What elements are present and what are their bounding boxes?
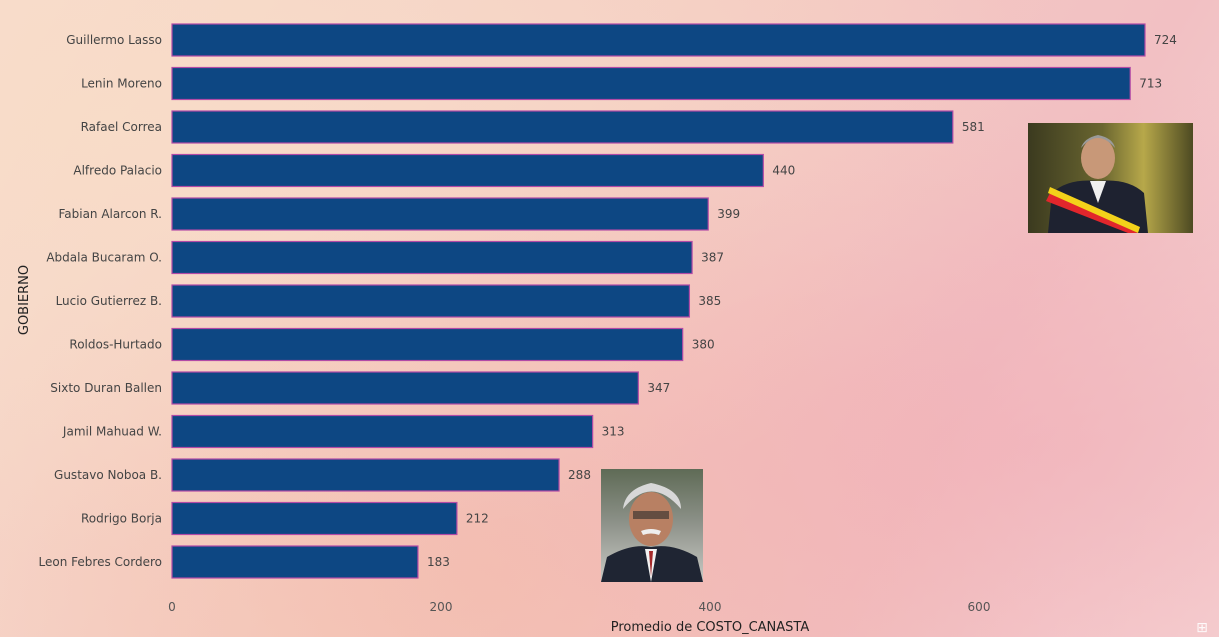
bar xyxy=(171,23,1146,57)
category-label: Guillermo Lasso xyxy=(66,33,162,47)
y-axis-title: GOBIERNO xyxy=(17,265,32,335)
category-label: Jamil Mahuad W. xyxy=(62,425,162,439)
bar xyxy=(171,414,594,449)
bar xyxy=(171,327,684,362)
data-label: 713 xyxy=(1139,77,1162,91)
category-label: Fabian Alarcon R. xyxy=(58,207,162,221)
portrait-photo-icon xyxy=(601,483,703,582)
category-label: Gustavo Noboa B. xyxy=(54,468,162,482)
x-axis-title: Promedio de COSTO_CANASTA xyxy=(611,620,810,635)
portrait-photo-bottom xyxy=(601,469,703,582)
value-labels: 724 713 581 440 399 387 385 380 347 313 288 212 183 xyxy=(427,33,1177,569)
data-label: 387 xyxy=(701,251,724,265)
data-label: 212 xyxy=(466,512,489,526)
category-label: Roldos-Hurtado xyxy=(69,338,162,352)
bar xyxy=(171,66,1131,101)
bar xyxy=(171,284,691,318)
data-label: 183 xyxy=(427,555,450,569)
watermark-glyph-icon: ⊞ xyxy=(1196,620,1208,636)
data-label: 724 xyxy=(1154,33,1177,47)
bars-layer xyxy=(171,23,1146,579)
portrait-photo-top xyxy=(1028,123,1193,233)
bar xyxy=(171,371,639,405)
bar xyxy=(171,458,560,492)
x-tick-label: 200 xyxy=(430,600,453,614)
category-label: Sixto Duran Ballen xyxy=(50,381,162,395)
category-labels: Guillermo Lasso Lenin Moreno Rafael Correa… xyxy=(39,33,162,569)
category-label: Rafael Correa xyxy=(81,120,162,134)
bar xyxy=(171,197,709,231)
data-label: 440 xyxy=(772,164,795,178)
x-tick-label: 400 xyxy=(699,600,722,614)
bar xyxy=(171,153,764,188)
data-label: 380 xyxy=(692,338,715,352)
x-tick-label: 600 xyxy=(968,600,991,614)
category-label: Abdala Bucaram O. xyxy=(46,251,162,265)
category-label: Alfredo Palacio xyxy=(73,164,162,178)
data-label: 385 xyxy=(698,294,721,308)
category-label: Lenin Moreno xyxy=(81,77,162,91)
portrait-photo-icon xyxy=(1046,135,1148,233)
bar xyxy=(171,110,954,144)
bar xyxy=(171,240,693,275)
data-label: 581 xyxy=(962,120,985,134)
x-axis-ticks: 0 200 400 600 xyxy=(168,600,990,614)
data-label: 347 xyxy=(647,381,670,395)
bar xyxy=(171,501,458,536)
category-label: Lucio Gutierrez B. xyxy=(56,294,162,308)
data-label: 288 xyxy=(568,468,591,482)
category-label: Rodrigo Borja xyxy=(81,512,162,526)
bar xyxy=(171,545,419,579)
x-tick-label: 0 xyxy=(168,600,176,614)
data-label: 399 xyxy=(717,207,740,221)
category-label: Leon Febres Cordero xyxy=(39,555,162,569)
data-label: 313 xyxy=(602,425,625,439)
